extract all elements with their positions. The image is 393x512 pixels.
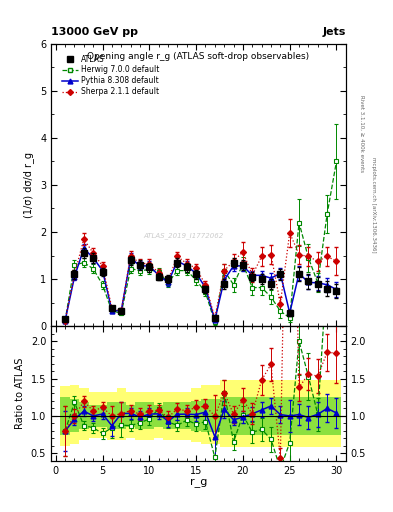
Y-axis label: Ratio to ATLAS: Ratio to ATLAS [15, 358, 25, 429]
Text: ATLAS_2019_I1772062: ATLAS_2019_I1772062 [143, 232, 224, 239]
Text: Jets: Jets [323, 27, 346, 37]
Text: 13000 GeV pp: 13000 GeV pp [51, 27, 138, 37]
Text: mcplots.cern.ch [arXiv:1306.3436]: mcplots.cern.ch [arXiv:1306.3436] [371, 157, 376, 252]
Text: Rivet 3.1.10, ≥ 400k events: Rivet 3.1.10, ≥ 400k events [360, 95, 365, 172]
Y-axis label: (1/σ) dσ/d r_g: (1/σ) dσ/d r_g [24, 152, 35, 218]
X-axis label: r_g: r_g [190, 478, 207, 488]
Legend: ATLAS, Herwig 7.0.0 default, Pythia 8.308 default, Sherpa 2.1.1 default: ATLAS, Herwig 7.0.0 default, Pythia 8.30… [61, 53, 161, 98]
Text: Opening angle r_g (ATLAS soft-drop observables): Opening angle r_g (ATLAS soft-drop obser… [87, 52, 310, 61]
